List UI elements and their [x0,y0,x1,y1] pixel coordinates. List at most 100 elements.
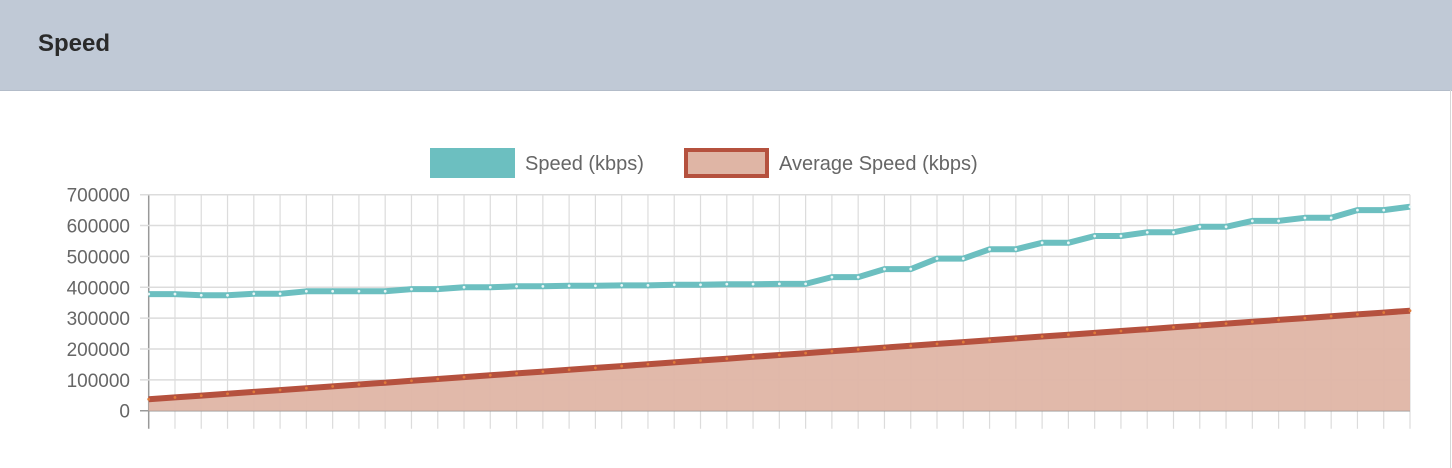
data-point [1014,247,1018,251]
data-point [909,267,913,271]
data-point [620,364,624,368]
data-point [1329,216,1333,220]
data-point [699,359,702,362]
data-point [357,383,361,386]
data-point [1172,325,1175,329]
data-point [1119,234,1123,238]
data-point [1040,241,1044,245]
data-point [1014,336,1018,340]
data-point [410,379,413,383]
data-point [620,284,624,287]
data-point [988,338,991,342]
data-point [1145,230,1149,234]
data-point [199,293,203,297]
data-point [226,293,229,297]
data-point [1066,333,1070,337]
data-point [199,394,203,397]
data-point [1093,331,1097,335]
data-point [331,289,335,293]
data-point [646,284,650,287]
data-point [830,349,834,353]
data-point [1093,234,1097,238]
data-point [699,283,702,287]
data-point [462,285,466,289]
data-point [541,284,545,288]
data-point [1382,311,1386,314]
data-point [1145,327,1149,331]
data-point [1040,335,1044,338]
data-point [1303,316,1307,320]
y-tick-label: 400000 [67,278,130,299]
data-point [646,362,650,366]
data-point [1198,324,1202,327]
data-point [173,396,177,399]
y-tick-label: 200000 [67,340,130,361]
data-point [725,282,729,286]
data-point [1224,322,1228,326]
data-point [1356,208,1359,212]
data-point [1277,318,1281,322]
data-point [488,285,492,289]
data-point [515,284,518,288]
data-point [856,348,860,351]
y-tick-label: 100000 [67,371,130,392]
legend-swatch-average-speed [684,148,769,178]
data-point [804,351,808,355]
y-tick-label: 0 [119,402,130,423]
panel-title: Speed [38,30,111,57]
panel-header: Speed [0,0,1452,91]
data-point [357,289,361,293]
data-point [1198,225,1202,229]
data-point [488,373,492,377]
data-point [226,392,229,396]
data-point [304,386,308,390]
data-point [1329,314,1333,318]
legend-item-speed[interactable]: Speed (kbps) [430,148,644,178]
legend-label-average-speed: Average Speed (kbps) [779,153,978,175]
data-point [1119,329,1123,333]
data-point [304,289,308,293]
data-point [410,287,413,291]
data-point [725,357,729,361]
data-point [1356,313,1359,316]
data-point [1172,230,1175,234]
data-point [1066,241,1070,245]
data-point [961,257,965,260]
data-point [672,283,676,287]
data-point [278,292,282,296]
data-point [383,289,387,293]
data-point [935,342,939,346]
data-point [594,366,597,370]
series-layer [147,203,1412,411]
data-point [1250,320,1254,324]
data-point [515,372,518,375]
data-point [252,292,256,296]
data-point [436,287,440,291]
data-point [436,377,440,381]
data-point [856,275,860,279]
data-point [147,397,151,401]
data-point [909,344,913,348]
data-point [1303,216,1307,220]
data-point [1382,208,1386,212]
legend-item-average-speed[interactable]: Average Speed (kbps) [684,148,978,178]
data-point [830,275,834,279]
data-point [331,384,335,388]
data-point [567,284,571,288]
data-point [935,257,939,260]
y-axis: 700000 600000 500000 400000 300000 200000 1000… [67,186,130,423]
y-tick-label: 500000 [67,247,130,268]
data-point [278,388,282,392]
data-point [988,247,991,251]
y-tick-label: 700000 [67,186,130,207]
data-point [751,355,755,359]
data-point [147,292,151,296]
data-point [383,381,387,385]
data-point [883,267,886,271]
data-point [777,353,781,357]
data-point [961,340,965,344]
data-point [1250,219,1254,223]
legend: Speed (kbps) Average Speed (kbps) [430,148,978,178]
legend-swatch-speed [430,148,515,178]
data-point [1277,219,1281,223]
